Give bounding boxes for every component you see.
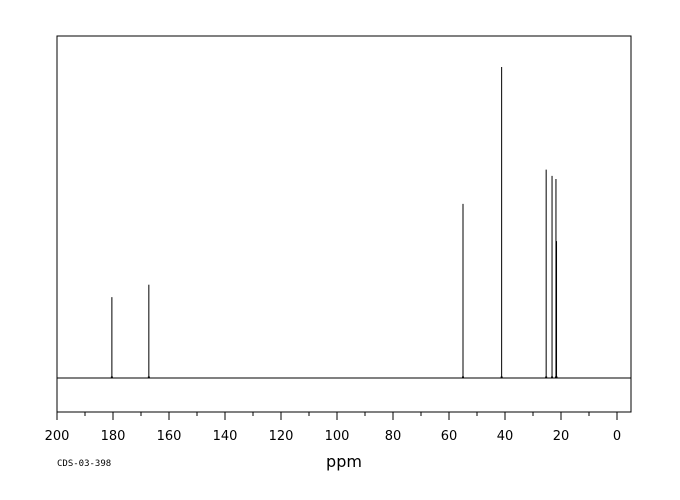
x-tick-label: 120 [269, 429, 294, 444]
x-axis-ticks [56, 412, 618, 420]
x-tick-label: 160 [157, 429, 182, 444]
x-tick-label: 0 [613, 429, 621, 444]
x-axis-title: ppm [326, 452, 362, 471]
plot-frame [56, 35, 632, 413]
x-tick-label: 40 [497, 429, 514, 444]
footnote-code: CDS-03-398 [57, 459, 111, 469]
x-axis-tick-labels: 200 180 160 140 120 100 80 60 40 20 0 [45, 429, 622, 444]
x-tick-label: 100 [325, 429, 350, 444]
spectrum-peaks [110, 67, 558, 378]
x-tick-label: 180 [101, 429, 126, 444]
x-tick-label: 200 [45, 429, 70, 444]
x-tick-label: 80 [385, 429, 402, 444]
x-tick-label: 60 [441, 429, 458, 444]
x-tick-label: 140 [213, 429, 238, 444]
x-tick-label: 20 [553, 429, 570, 444]
